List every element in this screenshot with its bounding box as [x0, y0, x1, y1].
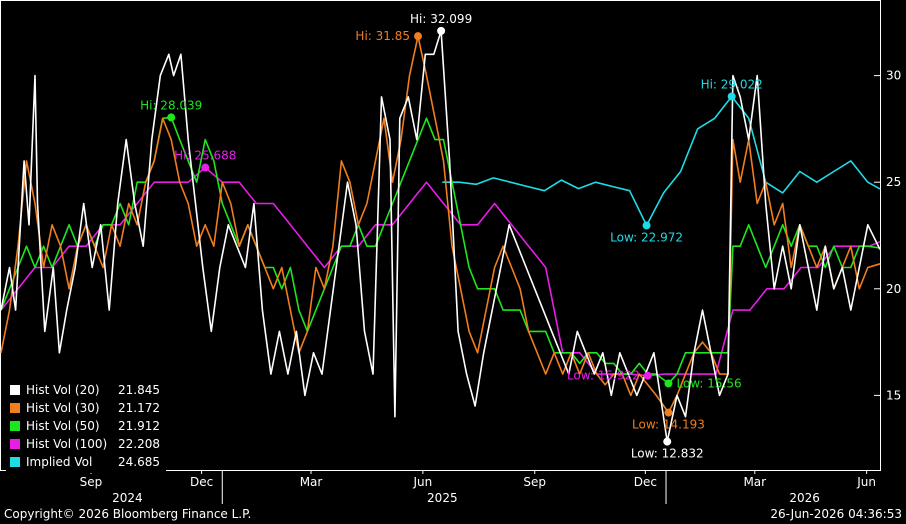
legend-value: 21.845 — [118, 383, 160, 397]
series-line-1 — [0, 35, 881, 414]
x-tick-label: Sep — [80, 475, 103, 489]
annotation-marker — [664, 408, 673, 417]
legend-item: Hist Vol (100) 22.208 — [10, 435, 160, 453]
legend-label: Hist Vol (100) — [26, 437, 108, 451]
x-tick-label: Dec — [190, 475, 213, 489]
x-tick-label: Sep — [523, 475, 546, 489]
annotation-marker — [643, 371, 652, 380]
annotation-layer: Hi: 32.099 Low: 12.832 Hi: 31.85 Low: 14.19… — [140, 12, 763, 461]
annotation-label: Hi: 31.85 — [355, 29, 410, 43]
y-tick-label: 20 — [886, 282, 901, 296]
annotation-marker — [201, 163, 210, 172]
legend-label: Implied Vol — [26, 455, 93, 469]
annotation-label: Low: 14.193 — [632, 418, 705, 432]
series-line-2 — [0, 116, 881, 385]
footer: Copyright© 2026 Bloomberg Finance L.P. 2… — [0, 506, 906, 524]
annotation-label: Hi: 32.099 — [410, 12, 472, 26]
x-tick-label: Mar — [743, 475, 766, 489]
legend-swatch — [10, 385, 20, 395]
annotation-marker — [437, 26, 446, 35]
legend-value: 21.172 — [118, 401, 160, 415]
annotation-marker — [167, 113, 176, 122]
annotation-label: Hi: 25.688 — [174, 149, 236, 163]
annotation-label: Hi: 28.039 — [140, 98, 202, 112]
legend-item: Hist Vol (30) 21.172 — [10, 399, 160, 417]
legend-item: Implied Vol 24.685 — [10, 453, 160, 471]
annotation-label: Low: 22.972 — [610, 230, 683, 244]
plot-border — [0, 0, 881, 471]
legend-swatch — [10, 439, 20, 449]
legend-swatch — [10, 421, 20, 431]
x-tick-label: Jun — [412, 475, 432, 489]
annotation-label: Low: 12.832 — [631, 447, 704, 461]
legend: Hist Vol (20) 21.845 Hist Vol (30) 21.172 Hi… — [6, 379, 166, 473]
series-line-4 — [442, 95, 881, 227]
legend-swatch — [10, 403, 20, 413]
x-tick-label: Jun — [856, 475, 876, 489]
annotation-label: Low: 15.56 — [676, 376, 741, 390]
timestamp-text: 26-Jun-2026 04:36:53 — [770, 507, 902, 521]
annotation-label: Low: 15.922 — [567, 369, 640, 383]
y-tick-label: 30 — [886, 69, 901, 83]
annotation-marker — [727, 92, 736, 101]
annotation-marker — [414, 32, 423, 41]
legend-item: Hist Vol (20) 21.845 — [10, 381, 160, 399]
x-tick-label: Dec — [634, 475, 657, 489]
legend-value: 22.208 — [118, 437, 160, 451]
x-tick-label: Mar — [300, 475, 323, 489]
annotation-marker — [663, 437, 672, 446]
series-line-0 — [0, 30, 881, 443]
y-tick-label: 15 — [886, 388, 901, 402]
legend-value: 21.912 — [118, 419, 160, 433]
copyright-text: Copyright© 2026 Bloomberg Finance L.P. — [4, 507, 252, 521]
legend-item: Hist Vol (50) 21.912 — [10, 417, 160, 435]
series-line-3 — [0, 166, 881, 377]
annotation-marker — [664, 379, 673, 388]
legend-label: Hist Vol (20) — [26, 383, 100, 397]
year-label: 2025 — [427, 491, 458, 505]
legend-label: Hist Vol (30) — [26, 401, 100, 415]
annotation-marker — [642, 221, 651, 230]
y-tick-label: 25 — [886, 175, 901, 189]
year-label: 2026 — [789, 491, 820, 505]
legend-swatch — [10, 457, 20, 467]
annotation-label: Hi: 29.022 — [701, 77, 763, 91]
legend-value: 24.685 — [118, 455, 160, 469]
legend-label: Hist Vol (50) — [26, 419, 100, 433]
series-layer — [0, 30, 881, 443]
year-label: 2024 — [112, 491, 143, 505]
